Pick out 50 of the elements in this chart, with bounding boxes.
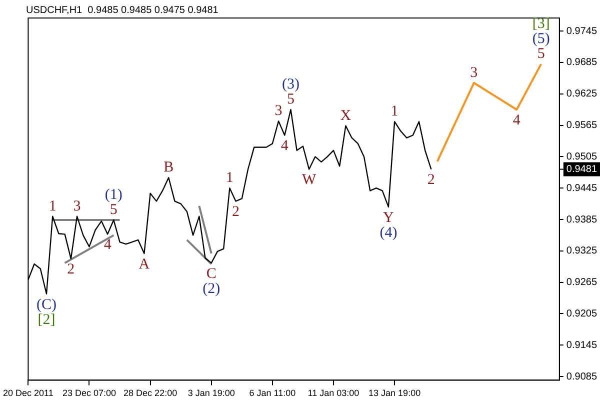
annotation: 3 [73,198,81,214]
x-tick-label: 6 Jan 11:00 [249,388,296,398]
annotation: A [138,256,150,272]
annotation: W [302,172,317,188]
ref-line-label: 0.9481 [566,164,598,176]
annotation: B [164,160,174,176]
y-tick-label: 0.9505 [566,151,598,162]
annotation: 5 [286,92,294,108]
annotation: 3 [470,64,478,81]
annotation: X [340,108,352,124]
annotation: 4 [512,112,521,129]
annotation: Y [383,210,394,226]
y-tick-label: 0.9385 [566,214,598,226]
y-tick-label: 0.9325 [566,246,598,257]
annotation: (2) [202,280,220,297]
annotation: 2 [427,172,435,188]
x-tick-label: 20 Dec 2011 [3,388,54,398]
y-tick-label: 0.9205 [566,308,598,320]
annotation: 2 [232,204,240,220]
annotation: 2 [67,262,75,278]
y-tick-label: 0.9445 [566,182,598,194]
y-tick-label: 0.9625 [566,88,598,100]
annotation: 1 [390,104,398,120]
x-tick-label: 23 Dec 07:00 [62,388,116,398]
x-tick-label: 11 Jan 03:00 [308,388,360,398]
annotation: 5 [537,46,545,62]
annotation: [2] [38,312,56,328]
annotation: (5) [532,31,550,47]
x-tick-label: 13 Jan 19:00 [368,388,421,398]
annotation: 3 [274,103,282,120]
annotation: C [206,266,216,282]
annotation: 1 [226,170,234,186]
annotation: 1 [48,198,56,214]
annotation: (1) [104,186,122,203]
annotation: (3) [282,76,300,93]
y-tick-label: 0.9145 [566,340,598,351]
annotation: 5 [110,202,118,218]
chart-title: USDCHF,H1 0.9485 0.9485 0.9475 0.9481 [26,4,219,16]
annotation: (C) [36,296,57,313]
y-tick-label: 0.9265 [566,277,598,288]
annotation: 4 [280,138,289,154]
y-tick-label: 0.9685 [566,57,598,68]
y-tick-label: 0.9085 [566,371,598,382]
y-tick-label: 0.9565 [566,120,598,132]
annotation: (4) [380,224,398,241]
y-tick-label: 0.9745 [566,26,598,37]
x-tick-label: 3 Jan 19:00 [188,388,235,398]
x-tick-label: 28 Dec 22:00 [124,388,178,398]
annotation: [3] [532,16,550,32]
annotation: 4 [104,237,112,254]
